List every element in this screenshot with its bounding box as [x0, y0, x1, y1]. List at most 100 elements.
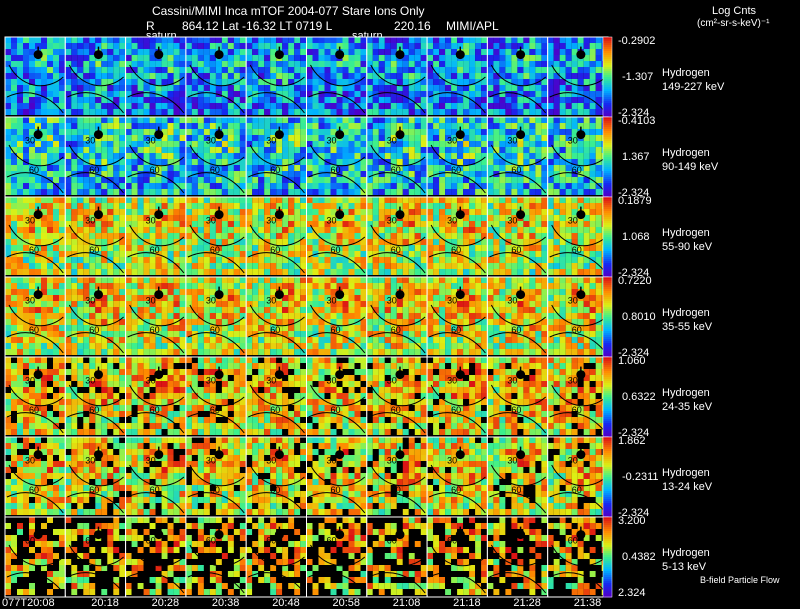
data-source: MIMI/APL: [446, 19, 499, 33]
pixel: [258, 129, 265, 135]
pixel: [529, 233, 536, 239]
pixel: [475, 67, 482, 73]
pixel: [239, 239, 246, 245]
pixel: [589, 221, 596, 227]
pixel: [246, 251, 253, 257]
pixel: [445, 209, 452, 215]
pixel: [227, 37, 234, 43]
pixel: [77, 325, 84, 331]
pixel: [445, 85, 452, 91]
pixel: [270, 313, 277, 319]
pixel: [47, 123, 53, 129]
pixel: [239, 325, 246, 331]
pixel: [475, 97, 482, 103]
pixel: [258, 55, 265, 61]
pixel: [173, 117, 180, 123]
pixel: [408, 221, 415, 227]
pixel: [276, 233, 283, 239]
pixel: [427, 197, 434, 203]
pixel: [71, 337, 78, 343]
pixel: [5, 43, 11, 49]
pixel: [547, 97, 554, 103]
colorbar-step: [603, 129, 612, 132]
pixel: [258, 295, 265, 301]
pixel: [517, 123, 524, 129]
pixel: [59, 141, 65, 147]
pixel: [523, 37, 530, 43]
contour-line: [6, 332, 64, 354]
pixel: [553, 183, 560, 189]
pixel: [553, 73, 560, 79]
contour-line: [67, 172, 124, 194]
pixel: [71, 123, 78, 129]
pixel: [270, 73, 277, 79]
pixel: [173, 171, 180, 177]
pixel: [427, 245, 434, 251]
pixel: [487, 117, 494, 123]
pixel: [493, 85, 500, 91]
pixel: [324, 233, 331, 239]
colorbar-step: [603, 75, 612, 78]
contour-label: 30: [146, 215, 156, 225]
pixel: [366, 257, 373, 263]
pixel: [215, 43, 222, 49]
pixel: [517, 257, 524, 263]
pixel: [282, 239, 289, 245]
pixel: [300, 129, 307, 135]
pixel: [445, 177, 452, 183]
pixel: [481, 153, 488, 159]
pixel: [499, 257, 506, 263]
pixel: [420, 49, 427, 55]
pixel: [529, 85, 536, 91]
pixel: [282, 109, 289, 115]
pixel: [17, 61, 23, 67]
pixel: [209, 349, 216, 355]
pixel: [239, 55, 246, 61]
pixel: [378, 263, 385, 269]
pixel: [481, 49, 488, 55]
pixel: [324, 171, 331, 177]
pixel: [463, 189, 470, 195]
pixel: [35, 245, 41, 251]
pixel: [324, 97, 331, 103]
colorbar-step: [603, 181, 612, 184]
contour-label: 60: [391, 165, 401, 175]
pixel: [89, 233, 96, 239]
pixel: [294, 49, 301, 55]
pixel: [390, 159, 397, 165]
pixel: [203, 147, 210, 153]
pixel: [541, 209, 548, 215]
pixel: [288, 171, 295, 177]
colorbar-step: [603, 47, 612, 50]
pixel: [239, 103, 246, 109]
colorbar-step: [603, 261, 612, 264]
pixel: [595, 183, 602, 189]
contour-line: [68, 64, 124, 87]
pixel: [463, 233, 470, 239]
pixel: [203, 325, 210, 331]
pixel: [414, 55, 421, 61]
pixel: [264, 85, 271, 91]
pixel: [125, 221, 132, 227]
pixel: [511, 159, 518, 165]
pixel: [101, 49, 108, 55]
pixel: [95, 325, 102, 331]
pixel: [481, 103, 488, 109]
pixel: [559, 49, 566, 55]
pixel: [239, 135, 246, 141]
pixel: [300, 183, 307, 189]
pixel: [252, 301, 259, 307]
pixel: [101, 245, 108, 251]
pixel: [77, 319, 84, 325]
colorbar-step: [603, 39, 612, 42]
pixel: [541, 239, 548, 245]
pixel: [264, 307, 271, 313]
pixel: [41, 269, 47, 275]
pixel: [571, 209, 578, 215]
pixel: [529, 159, 536, 165]
pixel: [535, 245, 542, 251]
pixel: [294, 153, 301, 159]
pixel: [23, 171, 29, 177]
pixel: [35, 97, 41, 103]
